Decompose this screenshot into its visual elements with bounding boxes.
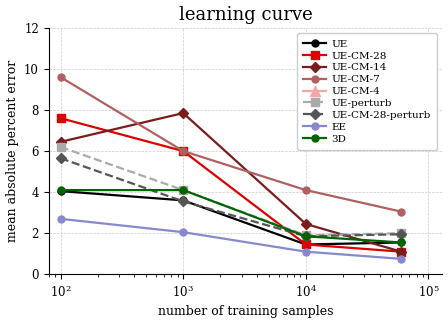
UE-CM-28 bbox=[181, 149, 186, 153]
UE-CM-28-perturb bbox=[181, 200, 186, 203]
UE-CM-28 bbox=[303, 243, 309, 247]
3D bbox=[303, 234, 309, 238]
UE-CM-14 bbox=[303, 222, 309, 226]
EE bbox=[399, 257, 404, 261]
UE bbox=[303, 243, 309, 247]
UE-CM-7 bbox=[303, 188, 309, 192]
Line: UE-CM-14: UE-CM-14 bbox=[57, 110, 405, 255]
EE bbox=[181, 230, 186, 234]
3D bbox=[399, 240, 404, 244]
Line: UE-CM-28: UE-CM-28 bbox=[56, 114, 405, 256]
Legend: UE, UE-CM-28, UE-CM-14, UE-CM-7, UE-CM-4, UE-perturb, UE-CM-28-perturb, EE, 3D: UE, UE-CM-28, UE-CM-14, UE-CM-7, UE-CM-4… bbox=[297, 33, 437, 150]
UE-perturb bbox=[303, 233, 309, 237]
Line: 3D: 3D bbox=[57, 187, 405, 246]
Line: UE: UE bbox=[57, 188, 405, 248]
UE-CM-28 bbox=[399, 250, 404, 254]
Title: learning curve: learning curve bbox=[179, 6, 312, 24]
Y-axis label: mean absolute percent error: mean absolute percent error bbox=[5, 60, 18, 242]
3D bbox=[181, 188, 186, 192]
UE-CM-14 bbox=[58, 140, 63, 144]
EE bbox=[303, 250, 309, 254]
UE-CM-7 bbox=[58, 75, 63, 79]
UE-CM-14 bbox=[399, 250, 404, 254]
UE bbox=[58, 189, 63, 193]
UE-perturb bbox=[181, 188, 186, 192]
UE-CM-28-perturb bbox=[399, 232, 404, 236]
EE bbox=[58, 217, 63, 221]
UE-CM-28-perturb bbox=[58, 156, 63, 160]
UE-CM-7 bbox=[399, 210, 404, 214]
Line: UE-CM-7: UE-CM-7 bbox=[57, 74, 405, 215]
3D bbox=[58, 188, 63, 192]
UE bbox=[181, 198, 186, 202]
UE-CM-7 bbox=[181, 149, 186, 153]
UE-perturb bbox=[399, 231, 404, 235]
UE bbox=[399, 240, 404, 244]
UE-perturb bbox=[58, 145, 63, 149]
UE-CM-28-perturb bbox=[303, 234, 309, 238]
X-axis label: number of training samples: number of training samples bbox=[158, 306, 333, 318]
UE-CM-14 bbox=[181, 111, 186, 115]
Line: UE-CM-28-perturb: UE-CM-28-perturb bbox=[57, 155, 405, 240]
Line: EE: EE bbox=[57, 215, 405, 262]
UE-CM-28 bbox=[58, 116, 63, 120]
Line: UE-perturb: UE-perturb bbox=[56, 143, 405, 239]
